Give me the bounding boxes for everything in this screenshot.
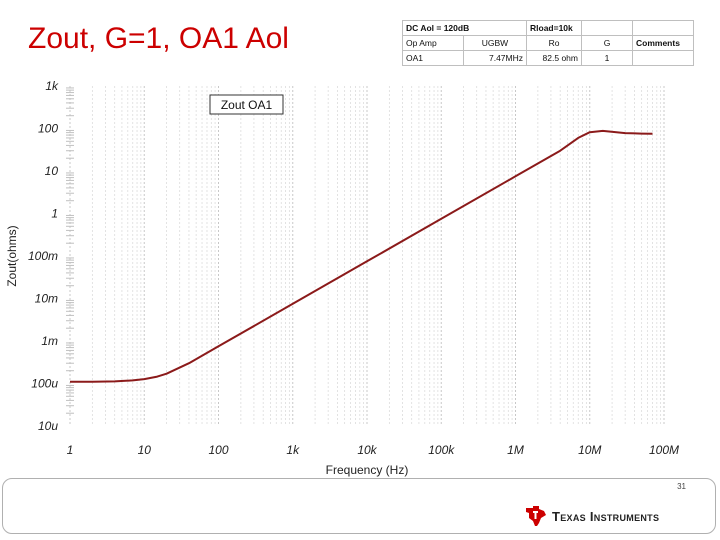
- x-tick-label: 1k: [286, 443, 300, 457]
- y-axis-label: Zout(ohms): [5, 225, 19, 286]
- page-number: 31: [677, 482, 686, 491]
- ti-state-icon: [526, 506, 546, 526]
- x-tick-label: 10k: [357, 443, 377, 457]
- y-tick-label: 1: [51, 207, 58, 221]
- y-tick-label: 10m: [35, 292, 58, 306]
- cell-op-amp: OA1: [402, 50, 464, 66]
- legend-label: Zout OA1: [221, 98, 273, 112]
- y-tick-label: 1k: [45, 79, 59, 93]
- ti-wordmark: Texas Instruments: [552, 508, 660, 524]
- footer-box: [2, 478, 716, 534]
- x-tick-label: 10: [138, 443, 152, 457]
- y-tick-label: 100: [38, 122, 58, 136]
- zout-chart: 1 10 100 1k 10k 100k 1M 10M 100M 1k 100 10 1 100m 10m 1…: [5, 79, 679, 477]
- x-axis-label: Frequency (Hz): [326, 463, 409, 477]
- cell-ugbw: 7.47MHz: [463, 50, 527, 66]
- grid-lines: [66, 86, 665, 426]
- header-comments: Comments: [632, 35, 694, 51]
- x-tick-label: 10M: [578, 443, 601, 457]
- legend-box: [209, 94, 284, 115]
- x-tick-label: 100: [208, 443, 228, 457]
- cell-comments: [632, 50, 694, 66]
- x-tick-label: 1: [67, 443, 74, 457]
- y-tick-label: 10: [45, 164, 59, 178]
- x-tick-label: 100k: [428, 443, 455, 457]
- legend: Zout OA1: [209, 94, 284, 115]
- x-tick-label: 100M: [649, 443, 679, 457]
- ti-logo: Texas Instruments: [524, 505, 659, 527]
- series-line-zout-oa1: [70, 129, 653, 383]
- y-tick-label: 1m: [41, 334, 58, 348]
- x-tick-label: 1M: [507, 443, 524, 457]
- y-tick-label: 10u: [38, 419, 58, 433]
- table-header-row: Op Amp UGBW Ro G Comments: [402, 35, 694, 51]
- slide-title: Zout, G=1, OA1 Aol: [28, 22, 289, 55]
- y-tick-label: 100m: [28, 249, 58, 263]
- table-row: OA1 7.47MHz 82.5 ohm 1: [402, 50, 694, 66]
- parameter-table: DC Aol = 120dB Rload=10k Op Amp UGBW Ro …: [402, 20, 694, 66]
- y-tick-label: 100u: [31, 377, 58, 391]
